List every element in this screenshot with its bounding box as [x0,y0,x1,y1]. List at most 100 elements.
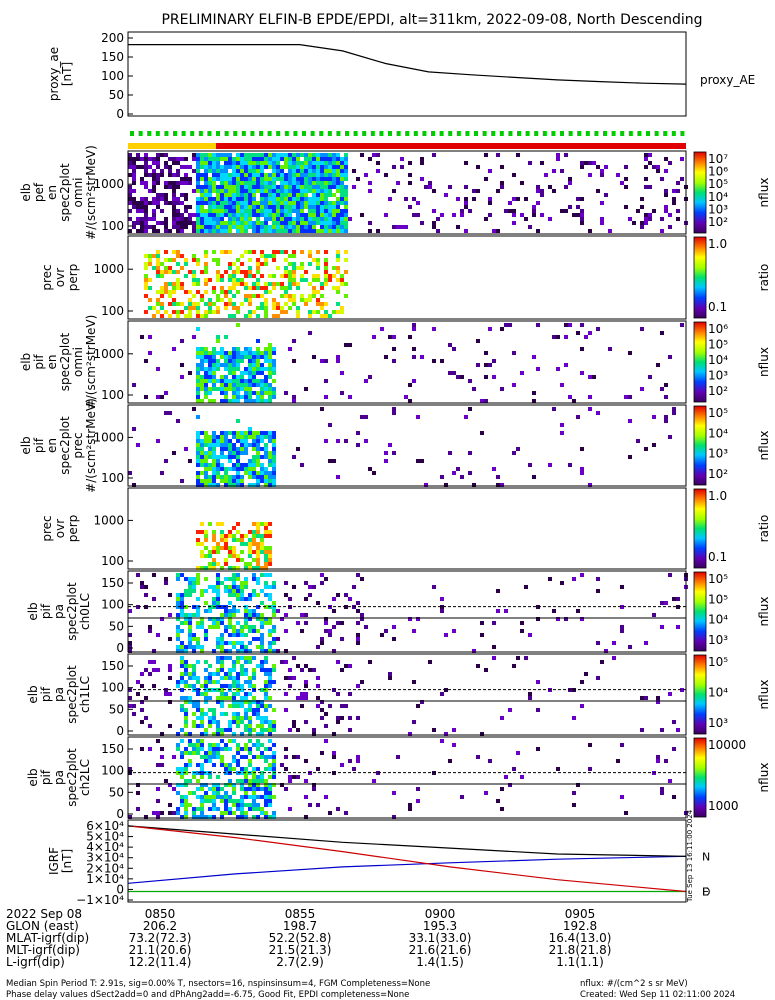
y-tick-label: 100 [101,598,124,612]
heatmap-cells [128,407,676,487]
colorbar-tick: 10³ [708,633,728,647]
y-tick-label: 4×10⁴ [86,840,124,854]
colorbar-label: nflux [757,431,771,461]
footer-row-label: MLT-igrf(dip) [6,943,80,957]
footer: 2022 Sep 08 0850 0855 0900 0905 GLON (east) 20… [6,907,611,969]
colorbar-ratio_e [693,236,707,319]
colorbar-spec_pif_omni [693,321,707,403]
heatmap-cells [128,739,688,819]
y-tick-label: 100 [101,471,124,485]
colorbar-tick: 10³ [708,447,728,461]
y-tick-label: 100 [101,388,124,402]
figure-title: PRELIMINARY ELFIN-B EPDE/EPDI, alt=311km… [161,12,702,28]
legend-label: proxy_AE [700,73,755,87]
colorbar-pa_ch0 [693,571,707,652]
y-axis-label-spec_pif_prec: elbpifenspec2plotprec#/(scm²strMeV) [19,398,98,493]
y-tick-label: 0 [116,807,124,821]
footer-row-label: MLAT-igrf(dip) [6,931,89,945]
y-tick-label: 150 [101,659,124,673]
y-tick-label: 0 [116,107,124,121]
y-tick-label: 150 [101,576,124,590]
footer-value: 195.3 [423,919,457,933]
colorbar-tick: 10⁵ [708,177,728,191]
y-axis-label-pa_ch0: elbpifpaspec2plotch0LC [26,582,92,641]
panel-igrf: N ED Tue Sep 13 16:11:00 2024 6×10⁴5×10⁴4×1… [47,809,710,907]
y-axis-label-ratio_i: precovrperp [40,515,80,543]
colorbar-pa_ch1 [693,654,707,735]
footer-value: 52.2(52.8) [269,931,332,945]
panel-spec_pif_prec: 10⁵ 10⁴ 10³ 10² nflux 1000 100elbpifenspec2plo… [19,398,771,493]
colorbar-label: nflux [757,178,771,208]
colorbar-tick: 10³ [708,716,728,730]
colorbar-tick: 10⁵ [708,572,728,586]
y-tick-label: 1000 [93,177,124,191]
y-tick-label: 5×10⁴ [86,830,124,844]
colorbar-tick: 10⁶ [708,322,728,336]
footer-created: Created: Wed Sep 11 02:11:00 2024 [580,990,735,1000]
y-tick-label: 2×10⁴ [86,861,124,875]
colorbar-tick: 10⁴ [708,190,728,204]
footer-value: 0900 [425,907,456,921]
colorbar-ratio_i [693,488,707,569]
footer-units: nflux: #/(cm^2 s sr MeV) [580,979,688,989]
y-axis-label-spec_pef_omni: elbpefenspec2plotomni#/(scm²strMeV) [19,145,98,240]
panel-ratio_e: 1.0 0.1 ratio 1000 100 precovrperp [40,235,771,320]
heatmap-cells [128,573,688,653]
footer-value: 33.1(33.0) [409,931,472,945]
series-line-igrf-1 [127,825,687,857]
footer-row-label: GLON (east) [6,919,79,933]
colorbar-tick: 10³ [708,202,728,216]
y-tick-label: 3×10⁴ [86,851,124,865]
footer-value: 21.6(21.6) [409,943,472,957]
panel-ratio_i: 1.0 0.1 ratio 1000 100 precovrperp [40,487,771,570]
colorbar-tick: 10⁴ [708,353,728,367]
series-label: E [702,885,709,898]
footer-value: 206.2 [143,919,177,933]
y-tick-label: 6×10⁴ [86,819,124,833]
colorbar-label: nflux [757,763,771,793]
colorbar-tick: 10⁵ [708,592,728,606]
y-tick-label: 0 [116,882,124,896]
panel-proxy_ae: proxy_AE 200 150 100 50 0 proxy_ae[nT] [47,31,755,121]
y-axis-label-proxy_ae: proxy_ae[nT] [47,47,74,101]
colorbar-tick: 10⁴ [708,613,728,627]
footer-row-label: L-igrf(dip) [6,955,65,969]
y-tick-label: 100 [101,554,124,568]
y-tick-label: 100 [101,219,124,233]
heatmap-cells [196,522,272,570]
colorbar-tick: 10² [708,215,728,229]
heatmap-cells [144,250,348,318]
colorbar-tick: 10⁵ [708,406,728,420]
heatmap-cells [128,153,688,233]
y-tick-label: 1×10⁴ [86,872,124,886]
colorbar-tick: 10⁶ [708,165,728,179]
footer-value: 0850 [145,907,176,921]
y-tick-label: 100 [101,69,124,83]
footer-value: 198.7 [283,919,317,933]
y-axis-label-ratio_e: precovrperp [40,264,80,292]
colorbar-tick: 0.1 [708,300,727,314]
colorbar-tick: 10⁴ [708,426,728,440]
colorbar-tick: 10² [708,384,728,398]
footer-value: 0905 [565,907,596,921]
y-tick-label: 100 [101,681,124,695]
y-axis-label-pa_ch1: elbpifpaspec2plotch1LC [26,665,92,724]
series-label: N [702,850,710,863]
colorbar-tick: 10⁴ [708,686,728,700]
footer-value: 16.4(13.0) [549,931,612,945]
colorbar-tick: 1000 [708,799,739,813]
footer-value: 21.1(20.6) [129,943,192,957]
colorbar-label: ratio [757,515,771,543]
footer-value: 0855 [285,907,316,921]
colorbar-spec_pif_prec [693,405,707,486]
y-axis-label-igrf: IGRF[nT] [47,847,74,875]
y-tick-label: 100 [101,304,124,318]
heatmap-cells [132,323,684,403]
series-line-proxy_ae-0 [128,44,687,85]
colorbar-pa_ch2 [693,737,707,818]
y-tick-label: −1×10⁴ [76,893,124,907]
colorbar-tick: 0.1 [708,550,727,564]
footer-value: 2.7(2.9) [276,955,324,969]
